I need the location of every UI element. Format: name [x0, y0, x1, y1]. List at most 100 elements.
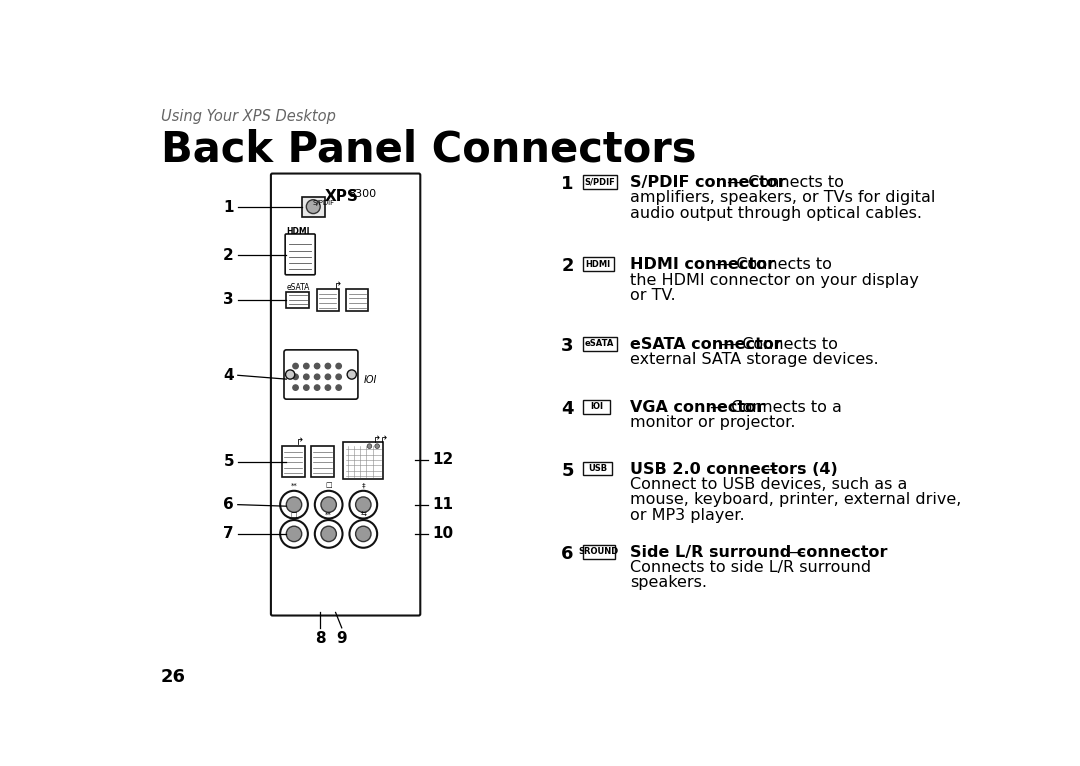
Text: ↱: ↱ [296, 437, 303, 447]
Text: 2: 2 [224, 247, 234, 263]
Circle shape [303, 374, 309, 379]
Circle shape [293, 374, 298, 379]
FancyBboxPatch shape [583, 400, 610, 414]
Bar [286, 292, 309, 307]
Text: S/PDIF connector: S/PDIF connector [631, 175, 786, 190]
Circle shape [314, 374, 320, 379]
Text: SROUND: SROUND [579, 547, 619, 556]
Circle shape [355, 497, 372, 512]
Text: VGA connector: VGA connector [631, 400, 765, 415]
Text: IOI: IOI [363, 375, 377, 385]
Text: 12: 12 [432, 453, 454, 467]
Text: —: — [784, 545, 806, 560]
Text: the HDMI connector on your display: the HDMI connector on your display [631, 273, 919, 288]
Text: 4: 4 [562, 400, 573, 418]
Circle shape [325, 363, 330, 368]
Text: — Connects to a: — Connects to a [704, 400, 841, 415]
Text: S/PDIF: S/PDIF [584, 178, 616, 186]
Text: 3: 3 [562, 337, 573, 355]
Circle shape [350, 520, 377, 548]
Circle shape [314, 491, 342, 519]
FancyBboxPatch shape [285, 234, 315, 275]
Circle shape [307, 200, 320, 214]
Text: 6: 6 [224, 497, 234, 512]
Circle shape [336, 374, 341, 379]
FancyBboxPatch shape [284, 350, 357, 399]
Circle shape [314, 363, 320, 368]
Text: 5: 5 [224, 454, 234, 469]
Text: ‡: ‡ [362, 483, 365, 489]
Text: Back Panel Connectors: Back Panel Connectors [161, 129, 697, 171]
Text: 26: 26 [161, 668, 186, 686]
Circle shape [336, 363, 341, 368]
Bar [282, 446, 305, 477]
Text: eSATA connector: eSATA connector [631, 337, 782, 352]
Circle shape [303, 385, 309, 391]
Text: 9: 9 [337, 631, 347, 646]
Text: 2: 2 [562, 257, 573, 276]
FancyBboxPatch shape [583, 175, 617, 189]
Bar [347, 289, 368, 310]
Text: amplifiers, speakers, or TVs for digital: amplifiers, speakers, or TVs for digital [631, 191, 936, 205]
Text: **: ** [325, 512, 332, 518]
Circle shape [336, 385, 341, 391]
Text: — Connects to: — Connects to [721, 175, 843, 190]
Bar [318, 289, 339, 310]
Text: 7: 7 [224, 526, 234, 542]
Text: 4: 4 [224, 368, 234, 383]
Text: HDMI connector: HDMI connector [631, 257, 775, 273]
Text: 10: 10 [432, 526, 453, 542]
Text: IOI: IOI [590, 402, 603, 411]
Circle shape [280, 491, 308, 519]
Text: 1: 1 [562, 175, 573, 193]
Bar [301, 197, 325, 217]
Text: 11: 11 [432, 497, 453, 512]
Circle shape [321, 497, 336, 512]
Text: XPS: XPS [325, 189, 359, 204]
Text: 8300: 8300 [348, 189, 376, 199]
Text: 6: 6 [562, 545, 573, 563]
Text: □: □ [291, 512, 297, 518]
Text: 3: 3 [224, 293, 234, 307]
FancyBboxPatch shape [583, 462, 612, 476]
Bar [343, 442, 383, 480]
Text: monitor or projector.: monitor or projector. [631, 415, 796, 430]
Circle shape [285, 370, 295, 379]
Circle shape [355, 526, 372, 542]
Text: — Connects to: — Connects to [711, 257, 833, 273]
Circle shape [325, 385, 330, 391]
Text: Using Your XPS Desktop: Using Your XPS Desktop [161, 109, 336, 124]
Text: or MP3 player.: or MP3 player. [631, 508, 745, 522]
Circle shape [286, 526, 301, 542]
Circle shape [375, 444, 379, 448]
FancyBboxPatch shape [583, 257, 613, 271]
Circle shape [314, 385, 320, 391]
Circle shape [347, 370, 356, 379]
Text: audio output through optical cables.: audio output through optical cables. [631, 206, 922, 221]
Text: external SATA storage devices.: external SATA storage devices. [631, 352, 879, 367]
Text: eSATA: eSATA [286, 283, 310, 292]
Bar [311, 446, 334, 477]
Circle shape [280, 520, 308, 548]
Text: Connect to USB devices, such as a: Connect to USB devices, such as a [631, 477, 908, 492]
Circle shape [303, 363, 309, 368]
Circle shape [350, 491, 377, 519]
Text: ⇆: ⇆ [361, 512, 366, 518]
Text: **: ** [291, 483, 297, 489]
Text: ↱↱: ↱↱ [373, 435, 389, 445]
Text: 1: 1 [224, 200, 234, 215]
Text: —: — [756, 462, 777, 476]
Circle shape [286, 497, 301, 512]
Text: — Connects to: — Connects to [716, 337, 838, 352]
Text: S/PDIF: S/PDIF [312, 200, 335, 206]
Text: speakers.: speakers. [631, 575, 707, 591]
FancyBboxPatch shape [583, 545, 616, 558]
Circle shape [367, 444, 372, 448]
Text: eSATA: eSATA [585, 339, 615, 349]
Text: 8: 8 [315, 631, 325, 646]
Text: or TV.: or TV. [631, 288, 676, 303]
Text: HDMI: HDMI [286, 228, 310, 237]
Circle shape [293, 363, 298, 368]
Text: ↱: ↱ [334, 281, 342, 291]
Text: HDMI: HDMI [585, 260, 610, 269]
